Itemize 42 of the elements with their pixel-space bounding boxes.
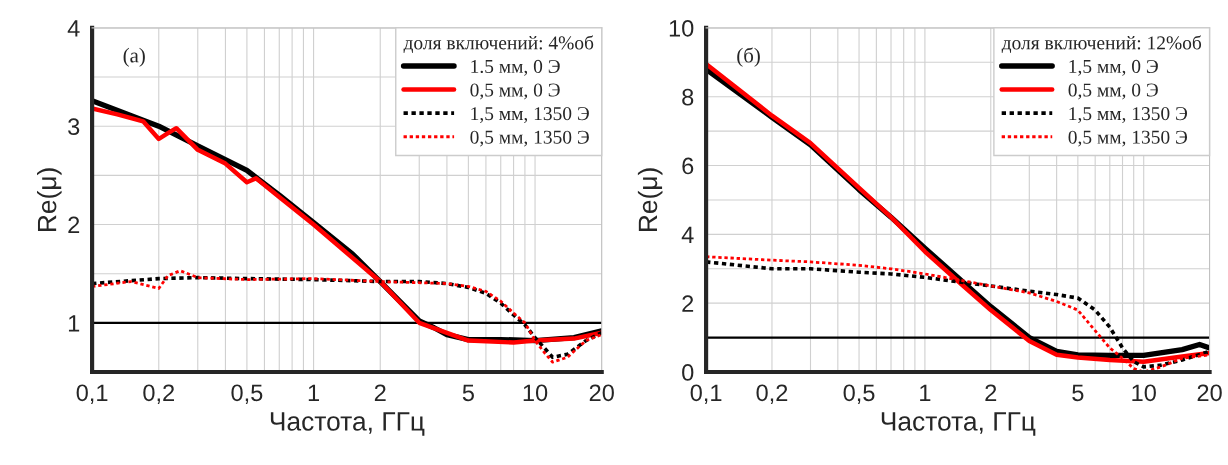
legend-label: 1.5 мм, 0 Э bbox=[471, 59, 560, 76]
legend-label: 0,5 мм, 1350 Э bbox=[1068, 130, 1188, 147]
x-tick-label: 10 bbox=[1132, 384, 1156, 402]
legend-label: 0,5 мм, 0 Э bbox=[470, 83, 560, 100]
y-tick-label: 10 bbox=[669, 19, 694, 37]
x-tick-label: 1 bbox=[308, 384, 319, 401]
x-tick-label: 5 bbox=[462, 384, 474, 402]
x-tick-label: 0,5 bbox=[843, 384, 875, 404]
x-tick-label: 10 bbox=[523, 384, 548, 402]
y-tick-label: 1 bbox=[68, 315, 80, 332]
legend-label: 0,5 мм, 1350 Э bbox=[470, 130, 589, 147]
legend-label: 1,5 мм, 1350 Э bbox=[471, 107, 589, 123]
x-tick-label: 2 bbox=[985, 384, 997, 401]
x-tick-label: 20 bbox=[589, 384, 614, 402]
y-tick-label: 3 bbox=[68, 118, 80, 135]
y-axis-title: Re(μ) bbox=[637, 168, 663, 232]
legend-label: 1,5 мм, 1350 Э bbox=[1069, 107, 1188, 123]
legend-label: 0,5 мм, 0 Э bbox=[1068, 83, 1158, 100]
x-tick-label: 2 bbox=[374, 384, 386, 401]
legend-title: доля включений: 12%об bbox=[1001, 35, 1202, 53]
x-axis-title: Частота, ГГц bbox=[881, 412, 1036, 436]
legend-label: 1,5 мм, 0 Э bbox=[1069, 59, 1158, 76]
y-tick-label: 2 bbox=[682, 295, 694, 312]
x-tick-label: 5 bbox=[1072, 384, 1084, 402]
y-tick-label: 0 bbox=[682, 364, 694, 381]
x-tick-label: 0,1 bbox=[76, 384, 108, 404]
y-tick-label: 2 bbox=[68, 216, 80, 234]
y-tick-label: 4 bbox=[681, 226, 694, 243]
legend-title: доля включений: 4%об bbox=[403, 35, 594, 53]
x-axis-title: Частота, ГГц bbox=[270, 412, 425, 436]
y-tick-label: 6 bbox=[682, 157, 694, 175]
x-tick-label: 1 bbox=[920, 384, 931, 401]
x-tick-label: 0,2 bbox=[143, 384, 174, 404]
x-tick-label: 0,1 bbox=[690, 384, 722, 404]
annotation: (б) bbox=[737, 47, 760, 67]
x-tick-label: 20 bbox=[1197, 384, 1222, 402]
y-axis-title: Re(μ) bbox=[37, 168, 62, 232]
x-tick-label: 0,2 bbox=[756, 384, 788, 404]
y-tick-label: 4 bbox=[67, 20, 80, 37]
annotation: (a) bbox=[123, 47, 145, 67]
x-tick-label: 0,5 bbox=[231, 384, 263, 404]
y-tick-label: 8 bbox=[682, 88, 694, 106]
